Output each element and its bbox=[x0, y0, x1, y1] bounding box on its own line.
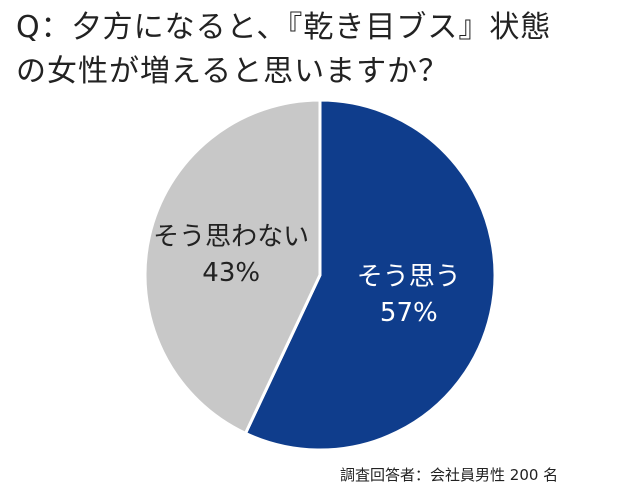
survey-footnote: 調査回答者：会社員男性 200 名 bbox=[340, 466, 559, 484]
chart-title-line-1: Q：夕方になると、『乾き目ブス』状態 bbox=[16, 10, 552, 45]
pie-slice-label-1: そう思わない bbox=[153, 222, 309, 252]
chart-title: Q：夕方になると、『乾き目ブス』状態 の女性が増えると思いますか？ bbox=[16, 6, 626, 94]
pie-labels: そう思う 57% そう思わない 43% bbox=[153, 222, 461, 328]
pie-slice-1 bbox=[143, 98, 322, 436]
pie-slice-0 bbox=[243, 98, 497, 452]
pie-slice-label-0: そう思う bbox=[357, 262, 461, 292]
chart-title-line-2: の女性が増えると思いますか？ bbox=[16, 54, 450, 89]
pie-slice-value-1: 43% bbox=[202, 258, 260, 288]
pie-slice-value-0: 57% bbox=[380, 298, 438, 328]
pie-slices bbox=[143, 98, 497, 452]
